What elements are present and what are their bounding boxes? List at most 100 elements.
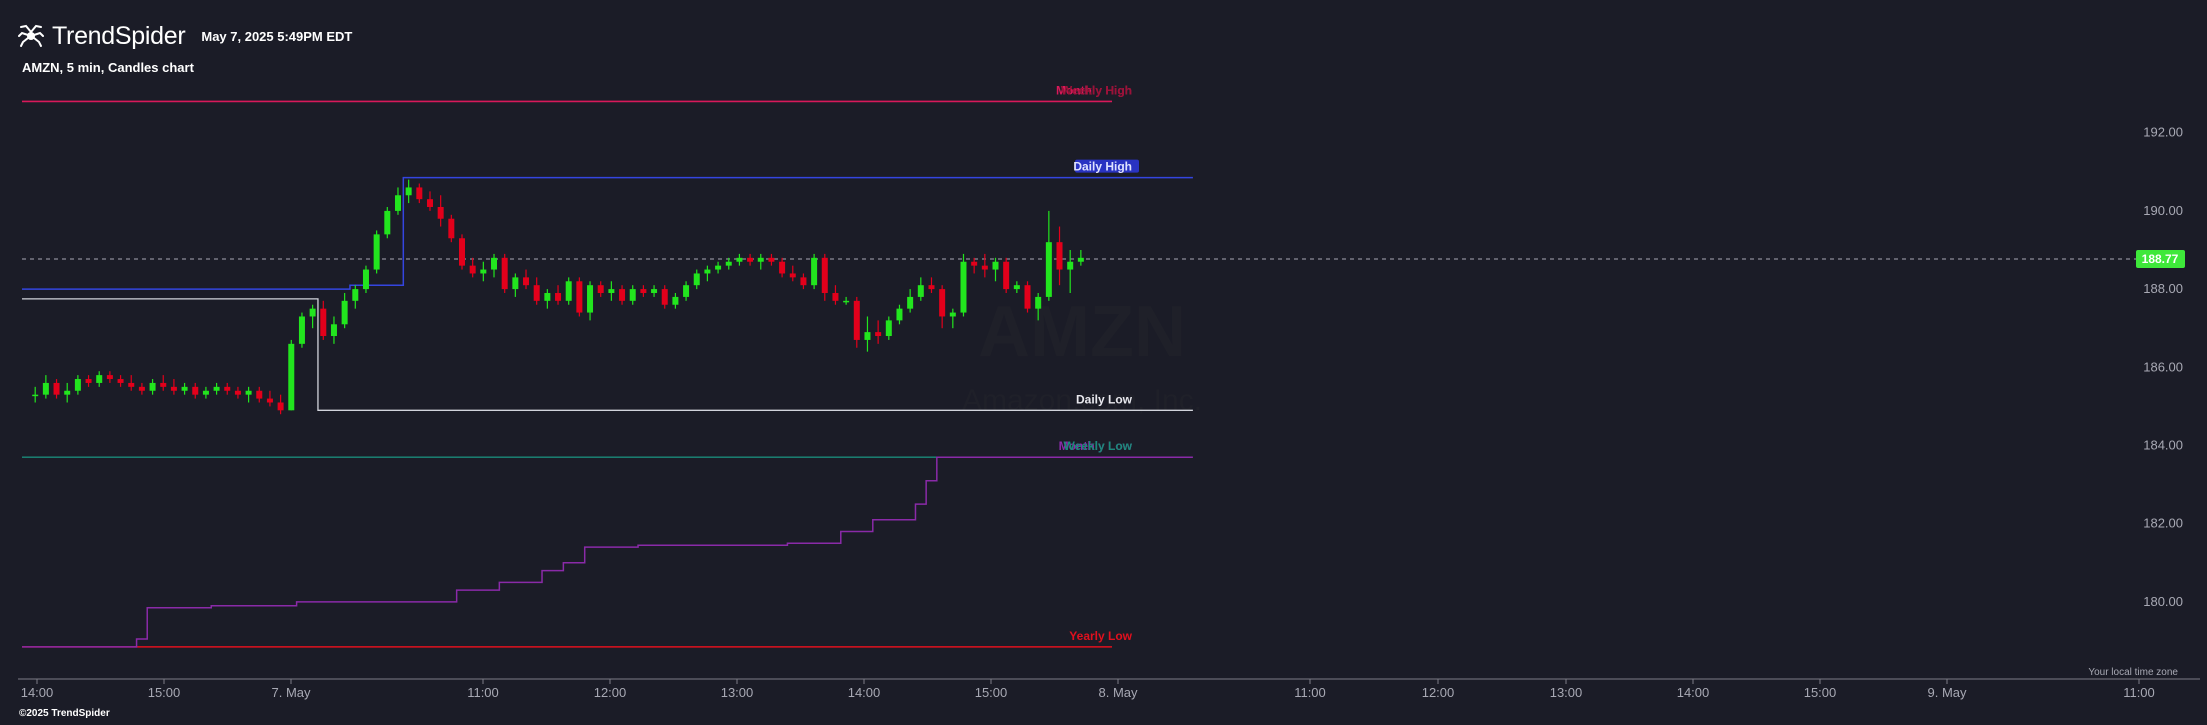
candle-body	[384, 210, 391, 235]
x-tick-label: 8. May	[1098, 685, 1138, 700]
candle-body	[587, 285, 594, 313]
x-tick-label: 13:00	[1550, 685, 1583, 700]
y-tick-label: 184.00	[2143, 438, 2183, 453]
candle-body	[939, 289, 946, 317]
candle-body	[320, 308, 327, 337]
candle-body	[725, 261, 732, 266]
candle-body	[629, 289, 636, 301]
candle-body	[85, 379, 92, 383]
candle-body	[512, 277, 519, 290]
x-tick-label: 15:00	[148, 685, 181, 700]
weekly-high-label: Weekly High	[1061, 83, 1132, 97]
candle-body	[53, 382, 60, 395]
x-tick-label: 15:00	[1804, 685, 1837, 700]
candle-body	[864, 332, 871, 340]
daily-high-step-line	[22, 176, 1193, 290]
x-tick-label: 11:00	[1294, 685, 1326, 700]
candle-body	[544, 293, 551, 301]
candle-body	[437, 206, 444, 219]
candle-body	[949, 312, 956, 317]
candle-body	[992, 261, 999, 270]
candle-body	[885, 320, 892, 337]
candle-body	[1035, 296, 1042, 309]
x-tick-label: 11:00	[467, 685, 499, 700]
header: TrendSpider May 7, 2025 5:49PM EDT	[18, 20, 352, 52]
y-tick-label: 190.00	[2143, 203, 2183, 218]
candle-body	[245, 390, 252, 395]
candle-body	[971, 261, 978, 266]
candle-body	[1024, 285, 1031, 309]
candle-body	[917, 285, 924, 297]
candle-body	[672, 296, 679, 305]
candle-body	[683, 285, 690, 297]
candle-body	[555, 293, 562, 301]
candle-body	[1013, 285, 1020, 290]
candle-body	[96, 375, 103, 383]
y-tick-label: 186.00	[2143, 359, 2183, 374]
candle-body	[405, 187, 412, 196]
trendspider-logo[interactable]: TrendSpider	[18, 22, 186, 51]
candle-body	[42, 382, 49, 395]
daily-high-label-bg	[1075, 159, 1139, 173]
monthly-high-label: Monthly High	[1056, 83, 1132, 97]
watermark-company: Amazon.com, Inc.	[962, 384, 1202, 417]
candle-body	[448, 218, 455, 239]
x-tick-label: 12:00	[594, 685, 627, 700]
x-tick-label: 14:00	[1677, 685, 1710, 700]
candle-body	[896, 308, 903, 321]
candle-body	[928, 285, 935, 290]
candle-body	[234, 390, 241, 395]
candle-body	[426, 199, 433, 207]
last-price-label: 188.77	[2142, 252, 2179, 266]
candle-body	[960, 261, 967, 313]
candle-body	[523, 277, 530, 286]
ticker-watermark: AMZN Amazon.com, Inc.	[962, 292, 1202, 417]
candle-body	[469, 265, 476, 274]
candle-body	[821, 257, 828, 294]
x-tick-label: 9. May	[1927, 685, 1967, 700]
y-tick-label: 192.00	[2143, 125, 2183, 140]
candle-body	[501, 257, 508, 290]
candle-body	[1067, 261, 1074, 270]
candle-body	[704, 269, 711, 274]
candle-body	[309, 308, 316, 317]
x-tick-label: 11:00	[2123, 685, 2155, 700]
candle-body	[32, 394, 39, 397]
x-tick-label: 14:00	[21, 685, 54, 700]
candle-body	[138, 386, 145, 391]
candle-body	[875, 332, 882, 337]
candle-body	[981, 265, 988, 270]
candle-body	[533, 285, 540, 301]
candle-body	[1056, 242, 1063, 270]
candle-body	[277, 402, 284, 411]
candle-body	[160, 382, 167, 387]
daily-high-label: Daily High	[1073, 160, 1132, 174]
candle-body	[330, 324, 337, 337]
x-tick-label: 12:00	[1422, 685, 1455, 700]
candle-body	[117, 379, 124, 383]
weekly-low-label: Weekly Low	[1064, 439, 1133, 453]
candle-body	[149, 382, 156, 391]
yearly-low-label: Yearly Low	[1069, 629, 1132, 643]
candle-body	[565, 281, 572, 301]
candle-body	[619, 289, 626, 301]
candle-body	[459, 238, 465, 266]
candle-body	[266, 398, 273, 403]
timezone-label: Your local time zone	[2088, 667, 2178, 678]
candle-body	[352, 289, 359, 301]
candle-body	[832, 293, 839, 301]
trendspider-spider-icon	[18, 24, 44, 47]
candle-body	[747, 257, 754, 262]
candle-body	[736, 257, 743, 262]
candle-body	[597, 285, 604, 294]
candle-body	[288, 343, 295, 411]
candle-body	[106, 375, 113, 380]
last-price-badge	[2136, 249, 2185, 268]
candle-body	[576, 281, 583, 313]
candle-body	[1045, 242, 1052, 297]
x-tick-label: 13:00	[721, 685, 754, 700]
x-tick-label: 14:00	[848, 685, 881, 700]
candle-body	[128, 382, 135, 387]
daily-low-label: Daily Low	[1076, 392, 1133, 406]
